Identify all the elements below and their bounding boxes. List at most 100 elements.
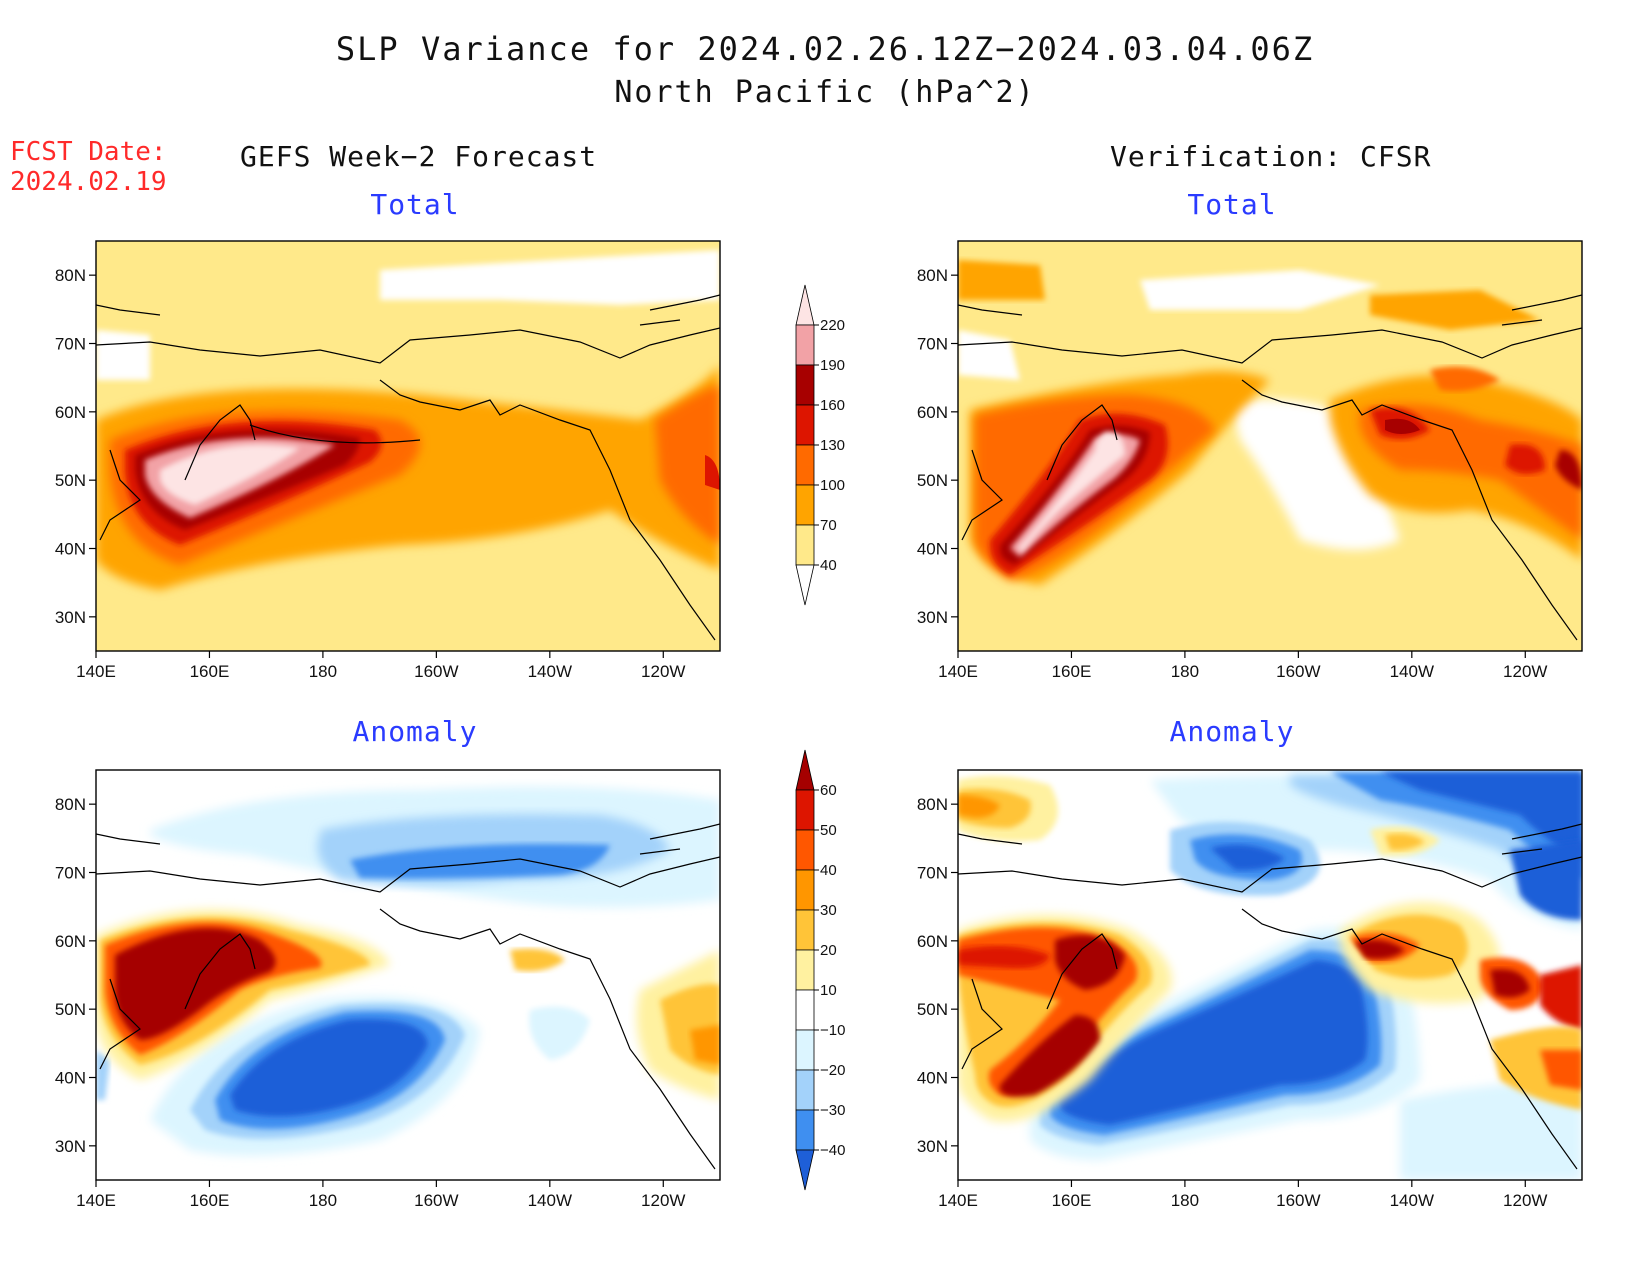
lon-tick-label: 160W xyxy=(1276,1191,1320,1210)
lon-tick-label: 140W xyxy=(528,662,572,681)
colorbar-swatch xyxy=(795,909,815,951)
verification-anomaly-map xyxy=(957,769,1583,1181)
lat-tick-label: 40N xyxy=(917,1069,948,1088)
colorbar-label: −10 xyxy=(820,1022,845,1039)
lat-tick-label: 30N xyxy=(917,608,948,627)
verification-total-title: Total xyxy=(1187,188,1277,221)
lat-tick-label: 50N xyxy=(917,471,948,490)
lat-tick-label: 60N xyxy=(917,403,948,422)
colorbar-label: 190 xyxy=(820,357,845,374)
forecast-date-label: FCST Date: xyxy=(10,137,167,167)
lon-tick-label: 160E xyxy=(1052,662,1092,681)
lat-tick-label: 70N xyxy=(917,864,948,883)
colorbar-swatch xyxy=(795,749,815,791)
forecast-total-map xyxy=(95,240,721,652)
lat-tick-label: 30N xyxy=(917,1137,948,1156)
lon-tick-label: 160W xyxy=(414,1191,458,1210)
lat-tick-label: 40N xyxy=(55,1069,86,1088)
colorbar-swatch xyxy=(795,1149,815,1191)
colorbar-label: 40 xyxy=(820,557,837,574)
colorbar-swatch xyxy=(795,524,815,566)
colorbar-swatch xyxy=(795,869,815,911)
left-column-header: GEFS Week−2 Forecast xyxy=(240,140,598,173)
colorbar-swatch xyxy=(795,284,815,326)
lon-tick-label: 120W xyxy=(641,662,685,681)
colorbar-swatch xyxy=(795,364,815,406)
verification-anomaly-title: Anomaly xyxy=(1169,715,1295,748)
forecast-anomaly-map xyxy=(95,769,721,1181)
colorbar-swatch xyxy=(795,564,815,606)
lat-tick-label: 70N xyxy=(55,864,86,883)
colorbar-label: 50 xyxy=(820,822,837,839)
right-column-header: Verification: CFSR xyxy=(1110,140,1432,173)
verification-total-map xyxy=(957,240,1583,652)
colorbar-label: 130 xyxy=(820,437,845,454)
lon-tick-label: 120W xyxy=(1503,662,1547,681)
lon-tick-label: 140W xyxy=(528,1191,572,1210)
colorbar-swatch xyxy=(795,1069,815,1111)
lon-tick-label: 120W xyxy=(641,1191,685,1210)
colorbar-label: 100 xyxy=(820,477,845,494)
lon-tick-label: 180 xyxy=(1171,662,1199,681)
colorbar-swatch xyxy=(795,789,815,831)
lon-tick-label: 160E xyxy=(190,662,230,681)
colorbar-swatch xyxy=(795,324,815,366)
lon-tick-label: 140W xyxy=(1390,662,1434,681)
lon-tick-label: 140W xyxy=(1390,1191,1434,1210)
colorbar-swatch xyxy=(795,444,815,486)
colorbar-label: 160 xyxy=(820,397,845,414)
colorbar-label: 60 xyxy=(820,782,837,799)
main-title: SLP Variance for 2024.02.26.12Z−2024.03.… xyxy=(335,30,1315,68)
colorbar-swatch xyxy=(795,949,815,991)
lat-tick-label: 60N xyxy=(55,403,86,422)
lat-tick-label: 30N xyxy=(55,1137,86,1156)
colorbar-label: 70 xyxy=(820,517,837,534)
lat-tick-label: 70N xyxy=(55,335,86,354)
colorbar-label: 40 xyxy=(820,862,837,879)
lon-tick-label: 120W xyxy=(1503,1191,1547,1210)
lon-tick-label: 160E xyxy=(190,1191,230,1210)
lat-tick-label: 80N xyxy=(55,266,86,285)
axes-layer: 140E 160E 180 160W 140W 120W 80N 70N 60N 50N 40N 30… xyxy=(55,266,1548,1210)
lon-tick-label: 140E xyxy=(76,662,116,681)
lon-tick-label: 180 xyxy=(309,662,337,681)
colorbar-swatch xyxy=(795,1029,815,1071)
colorbar-swatch xyxy=(795,829,815,871)
lon-tick-label: 180 xyxy=(1171,1191,1199,1210)
lon-tick-label: 160W xyxy=(1276,662,1320,681)
lat-tick-label: 40N xyxy=(917,540,948,559)
colorbar-label: −20 xyxy=(820,1062,845,1079)
lon-tick-label: 160E xyxy=(1052,1191,1092,1210)
lat-tick-label: 50N xyxy=(55,471,86,490)
colorbar-swatch xyxy=(795,1109,815,1151)
colorbar-label: −40 xyxy=(820,1142,845,1159)
colorbar-label: −30 xyxy=(820,1102,845,1119)
lat-tick-label: 80N xyxy=(917,266,948,285)
lat-tick-label: 40N xyxy=(55,540,86,559)
lat-tick-label: 60N xyxy=(55,932,86,951)
lat-tick-label: 30N xyxy=(55,608,86,627)
colorbar-swatch xyxy=(795,404,815,446)
lon-tick-label: 140E xyxy=(938,662,978,681)
colorbar-swatch xyxy=(795,989,815,1031)
main-subtitle: North Pacific (hPa^2) xyxy=(614,75,1036,110)
forecast-total-title: Total xyxy=(370,188,460,221)
lon-tick-label: 140E xyxy=(938,1191,978,1210)
lat-tick-label: 70N xyxy=(917,335,948,354)
forecast-date-value: 2024.02.19 xyxy=(10,167,167,197)
colorbar-label: 220 xyxy=(820,317,845,334)
colorbar-swatch xyxy=(795,484,815,526)
colorbar-label: 20 xyxy=(820,942,837,959)
lon-tick-label: 160W xyxy=(414,662,458,681)
colorbar-total: 40 70 100 130 160 190 220 xyxy=(795,284,845,606)
lon-tick-label: 140E xyxy=(76,1191,116,1210)
forecast-anomaly-title: Anomaly xyxy=(352,715,478,748)
lat-tick-label: 80N xyxy=(917,795,948,814)
lat-tick-label: 50N xyxy=(55,1000,86,1019)
lat-tick-label: 80N xyxy=(55,795,86,814)
lon-tick-label: 180 xyxy=(309,1191,337,1210)
lat-tick-label: 60N xyxy=(917,932,948,951)
lat-tick-label: 50N xyxy=(917,1000,948,1019)
colorbar-label: 30 xyxy=(820,902,837,919)
